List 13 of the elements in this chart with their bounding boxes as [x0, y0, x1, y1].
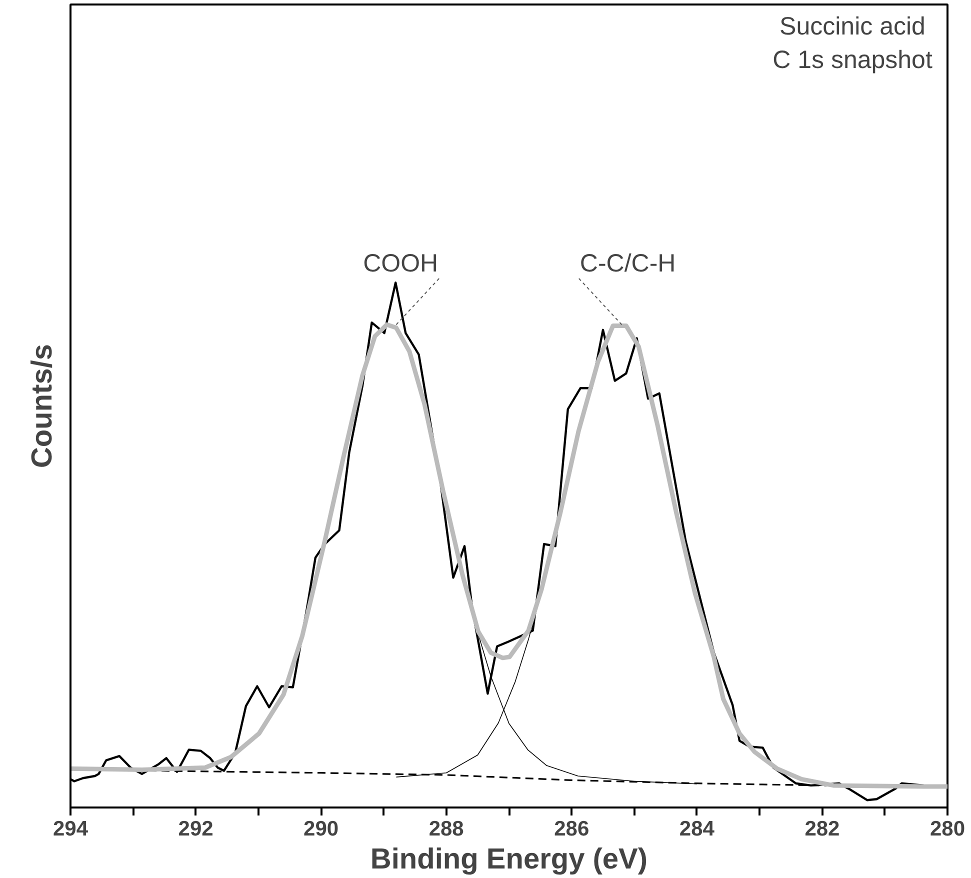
- x-tick-label: 280: [930, 818, 966, 840]
- x-tick-label: 282: [804, 818, 840, 840]
- x-tick-label: 288: [428, 818, 464, 840]
- x-tick-label: 284: [679, 818, 715, 840]
- x-tick-label: 294: [52, 818, 88, 840]
- y-axis-title: Counts/s: [26, 344, 58, 468]
- x-tick-label: 286: [554, 818, 590, 840]
- annotation: C-C/C-H: [580, 249, 676, 278]
- x-tick-label: 290: [304, 818, 339, 840]
- x-tick-label: 292: [178, 818, 214, 840]
- text: Succinic acid C 1s snapshot: [772, 12, 932, 74]
- x-axis-title: Binding Energy (eV): [370, 844, 648, 876]
- annotation: COOH: [363, 249, 438, 278]
